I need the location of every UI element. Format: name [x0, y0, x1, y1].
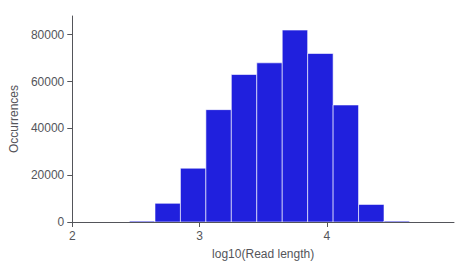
svg-text:60000: 60000 [31, 75, 65, 89]
svg-text:0: 0 [58, 215, 65, 229]
svg-text:20000: 20000 [31, 168, 65, 182]
svg-text:4: 4 [323, 229, 330, 243]
svg-text:40000: 40000 [31, 121, 65, 135]
svg-text:log10(Read length): log10(Read length) [212, 247, 314, 261]
svg-text:3: 3 [196, 229, 203, 243]
svg-text:2: 2 [69, 229, 76, 243]
svg-text:Occurrences: Occurrences [7, 85, 21, 153]
svg-text:80000: 80000 [31, 28, 65, 42]
